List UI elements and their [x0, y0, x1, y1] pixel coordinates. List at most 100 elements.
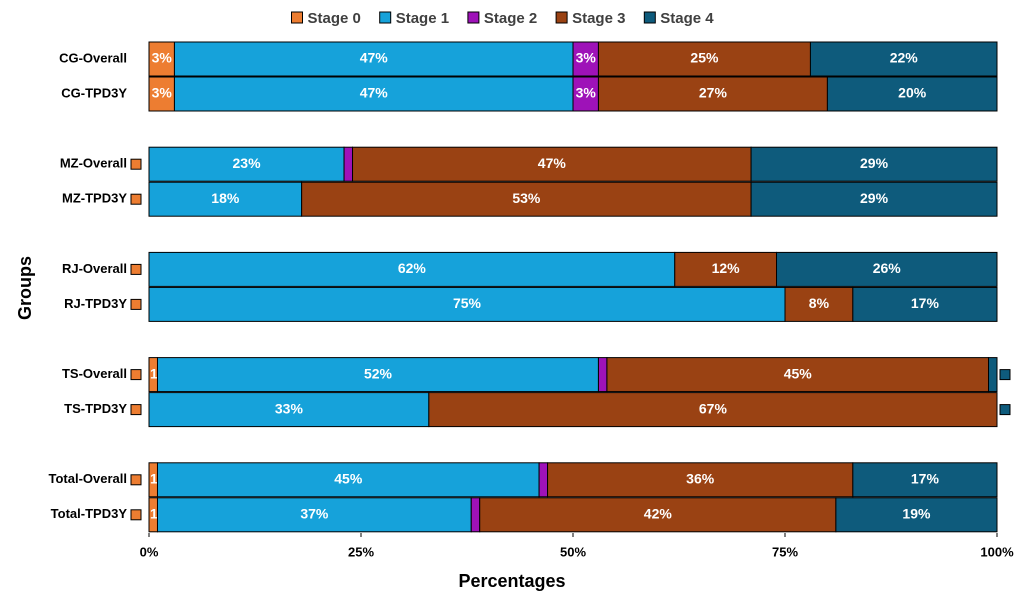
- y-tick-label: MZ-TPD3Y: [62, 191, 127, 206]
- value-label: 37%: [300, 506, 329, 522]
- bar-segment: [470, 497, 481, 533]
- bar-segment: [988, 357, 998, 393]
- y-tick-label: CG-Overall: [59, 50, 127, 65]
- value-label-key: [130, 263, 142, 275]
- bar-segment: [547, 462, 854, 498]
- value-label-key: [130, 369, 142, 381]
- bar-segment: [479, 497, 837, 533]
- y-tick-label: Total-TPD3Y: [51, 506, 128, 521]
- value-label: 33%: [275, 400, 304, 416]
- legend-label: Stage 2: [484, 10, 537, 27]
- bar-segment: [750, 181, 998, 217]
- value-label: 1%: [1013, 365, 1024, 381]
- x-axis-title: Percentages: [458, 571, 565, 591]
- bar-segment: [852, 462, 998, 498]
- bar-segment: [572, 41, 599, 77]
- bar-segment: [173, 41, 574, 77]
- bar-segment: [352, 146, 752, 182]
- legend-swatch: [379, 11, 392, 24]
- bar-segment: [809, 41, 998, 77]
- bar-segment: [156, 497, 472, 533]
- value-label: 47%: [360, 50, 389, 66]
- value-label-key: [130, 298, 142, 310]
- value-label-key: [999, 369, 1011, 381]
- value-label: 47%: [360, 85, 389, 101]
- value-label-key: [130, 193, 142, 205]
- x-tick-label: 25%: [348, 544, 374, 559]
- x-tick-label: 75%: [772, 544, 798, 559]
- bar-segment: [776, 251, 998, 287]
- bar-segment: [784, 286, 854, 322]
- value-label: 22%: [890, 50, 919, 66]
- value-label: 42%: [644, 506, 673, 522]
- legend-swatch: [643, 11, 656, 24]
- bar-segment: [148, 146, 345, 182]
- legend-label: Stage 1: [396, 10, 449, 27]
- y-tick-label: CG-TPD3Y: [61, 85, 127, 100]
- value-label: 19%: [902, 506, 931, 522]
- value-label: 52%: [364, 365, 393, 381]
- bar-segment: [148, 181, 303, 217]
- bar-segment: [428, 392, 998, 428]
- value-label-key: [999, 404, 1011, 416]
- y-tick-label: MZ-Overall: [60, 156, 127, 171]
- value-label: 18%: [211, 190, 240, 206]
- value-label: 8%: [809, 295, 830, 311]
- x-tick-label: 50%: [560, 544, 586, 559]
- y-tick-label: Total-Overall: [48, 471, 127, 486]
- value-label: 3%: [576, 50, 597, 66]
- value-label: 25%: [690, 50, 719, 66]
- legend-swatch: [291, 11, 303, 24]
- bar-segment: [156, 357, 599, 393]
- value-label: 26%: [873, 260, 902, 276]
- value-label: 3%: [152, 50, 173, 66]
- value-label: 53%: [512, 190, 541, 206]
- value-label: 3%: [576, 85, 597, 101]
- value-label: 29%: [860, 155, 889, 171]
- value-label: 29%: [860, 190, 889, 206]
- value-label: 17%: [911, 471, 940, 487]
- value-label: 12%: [712, 260, 741, 276]
- legend-label: Stage 4: [660, 10, 714, 27]
- bar-segment: [597, 76, 828, 112]
- bar-segment: [606, 357, 990, 393]
- value-label-key: [130, 404, 142, 416]
- legend-label: Stage 3: [572, 10, 625, 27]
- value-label: 47%: [538, 155, 567, 171]
- value-label-key: [130, 509, 142, 521]
- bar-segment: [852, 286, 998, 322]
- bar-segment: [750, 146, 998, 182]
- value-label-key: [130, 158, 142, 170]
- value-label: 67%: [699, 400, 728, 416]
- value-label: 45%: [334, 471, 363, 487]
- bar-segment: [156, 462, 540, 498]
- y-tick-label: TS-TPD3Y: [64, 401, 127, 416]
- value-label: 62%: [398, 260, 427, 276]
- y-tick-label: RJ-Overall: [62, 261, 127, 276]
- value-label: 17%: [911, 295, 940, 311]
- value-label: 36%: [686, 471, 715, 487]
- value-label: 3%: [152, 85, 173, 101]
- bar-segment: [835, 497, 998, 533]
- value-label-key: [130, 474, 142, 486]
- value-label: 0%: [1013, 400, 1024, 416]
- y-axis-title: Groups: [15, 256, 35, 320]
- bar-segment: [148, 286, 786, 322]
- bar-segment: [343, 146, 354, 182]
- bar-segment: [538, 462, 549, 498]
- x-tick-label: 100%: [980, 544, 1014, 559]
- value-label: 45%: [784, 365, 813, 381]
- x-tick-label: 0%: [140, 544, 159, 559]
- bar-segment: [148, 251, 676, 287]
- value-label: 23%: [233, 155, 262, 171]
- y-tick-label: RJ-TPD3Y: [64, 296, 127, 311]
- bar-segment: [674, 251, 778, 287]
- legend-label: Stage 0: [308, 10, 361, 27]
- value-label: 20%: [898, 85, 927, 101]
- legend-swatch: [555, 11, 568, 24]
- bar-segment: [301, 181, 752, 217]
- value-label: 75%: [453, 295, 482, 311]
- bar-segment: [597, 357, 608, 393]
- bar-segment: [826, 76, 998, 112]
